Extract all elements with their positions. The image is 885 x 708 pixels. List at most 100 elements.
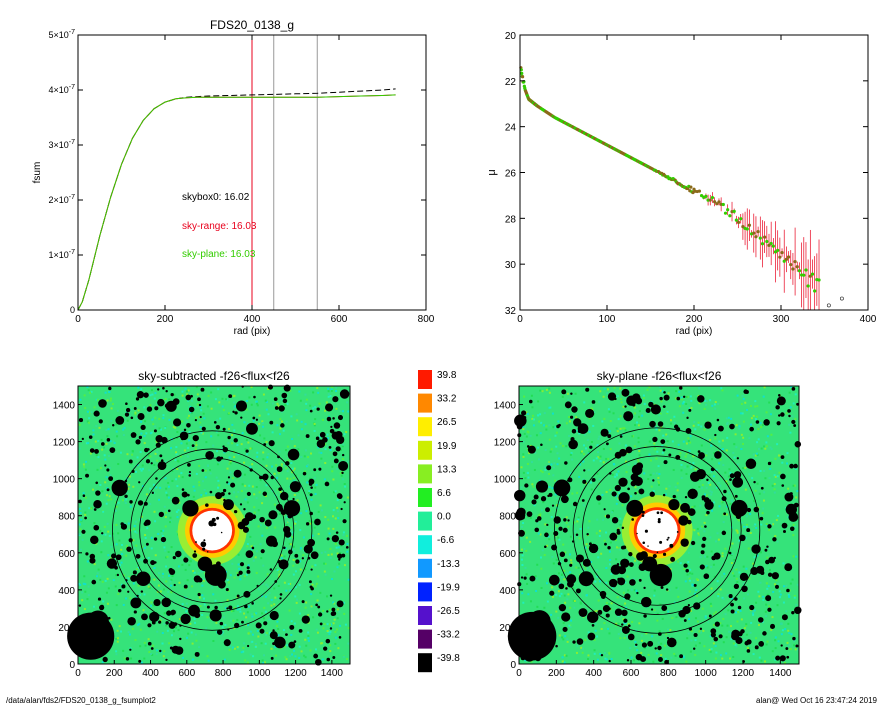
masked-source <box>341 471 344 475</box>
noise-pixel <box>740 618 743 621</box>
noise-pixel <box>671 616 674 619</box>
noise-pixel <box>615 473 618 476</box>
masked-large-source <box>553 479 571 497</box>
noise-pixel <box>278 450 281 453</box>
noise-pixel <box>282 464 285 467</box>
noise-pixel <box>136 464 139 467</box>
noise-pixel <box>710 470 713 473</box>
masked-source <box>206 551 209 553</box>
noise-pixel <box>637 415 640 418</box>
noise-pixel <box>567 398 570 401</box>
masked-source <box>260 549 265 554</box>
noise-pixel <box>313 526 316 529</box>
noise-pixel <box>331 386 334 389</box>
noise-pixel <box>618 548 621 551</box>
noise-pixel <box>787 622 790 625</box>
noise-pixel <box>612 412 615 415</box>
noise-pixel <box>235 495 238 498</box>
noise-pixel <box>223 658 226 661</box>
noise-pixel <box>122 649 125 652</box>
noise-pixel <box>267 387 270 390</box>
noise-pixel <box>291 533 294 536</box>
noise-pixel <box>220 633 223 636</box>
noise-pixel <box>664 657 667 660</box>
masked-source <box>199 415 202 419</box>
noise-pixel <box>84 468 87 471</box>
masked-source <box>310 568 313 571</box>
masked-source <box>713 552 721 560</box>
noise-pixel <box>617 547 620 550</box>
mu-point <box>752 231 756 235</box>
colorbar-label: 0.0 <box>437 512 451 523</box>
masked-source <box>313 468 317 472</box>
masked-source <box>766 545 769 548</box>
noise-pixel <box>695 397 698 400</box>
noise-pixel <box>666 412 669 415</box>
noise-pixel <box>261 534 264 537</box>
noise-pixel <box>109 399 112 402</box>
noise-pixel <box>690 406 693 409</box>
masked-source <box>278 487 282 491</box>
masked-source <box>575 533 579 537</box>
masked-source <box>173 583 176 587</box>
noise-pixel <box>216 463 219 466</box>
noise-pixel <box>149 503 152 506</box>
masked-source <box>308 482 313 486</box>
noise-pixel <box>188 439 191 442</box>
noise-pixel <box>341 445 344 448</box>
noise-pixel <box>717 449 720 452</box>
noise-pixel <box>239 574 242 577</box>
noise-pixel <box>239 578 242 581</box>
noise-pixel <box>119 451 122 454</box>
noise-pixel <box>81 538 84 541</box>
masked-source <box>546 523 549 527</box>
masked-source <box>94 449 99 454</box>
noise-pixel <box>605 457 608 460</box>
noise-pixel <box>134 638 137 641</box>
noise-pixel <box>226 599 229 602</box>
noise-pixel <box>256 404 259 407</box>
noise-pixel <box>138 593 141 596</box>
noise-pixel <box>96 398 99 401</box>
noise-pixel <box>560 611 563 614</box>
noise-pixel <box>690 399 693 402</box>
masked-source <box>528 399 533 404</box>
noise-pixel <box>575 566 578 569</box>
noise-pixel <box>565 516 568 519</box>
colorbar-label: -33.2 <box>437 630 460 641</box>
noise-pixel <box>763 445 766 448</box>
noise-pixel <box>640 634 643 637</box>
noise-pixel <box>698 630 701 633</box>
noise-pixel <box>675 586 678 589</box>
masked-source <box>762 631 767 636</box>
noise-pixel <box>241 432 244 435</box>
noise-pixel <box>293 622 296 625</box>
masked-source <box>339 389 350 399</box>
noise-pixel <box>618 442 621 445</box>
noise-pixel <box>739 609 742 612</box>
noise-pixel <box>323 562 326 565</box>
noise-pixel <box>570 559 573 562</box>
noise-pixel <box>539 514 542 517</box>
noise-pixel <box>154 520 157 523</box>
masked-source <box>540 496 547 502</box>
noise-pixel <box>635 629 638 632</box>
noise-pixel <box>714 657 717 660</box>
noise-pixel <box>627 589 630 592</box>
noise-pixel <box>724 471 727 474</box>
noise-pixel <box>609 558 612 561</box>
noise-pixel <box>626 575 629 578</box>
noise-pixel <box>276 402 279 405</box>
masked-source <box>793 463 798 469</box>
noise-pixel <box>159 619 162 622</box>
masked-source <box>319 622 323 626</box>
noise-pixel <box>540 421 543 424</box>
noise-pixel <box>126 419 129 422</box>
noise-pixel <box>521 554 524 557</box>
noise-pixel <box>158 427 161 430</box>
noise-pixel <box>246 543 249 546</box>
masked-source <box>268 510 278 520</box>
noise-pixel <box>580 451 583 454</box>
noise-pixel <box>202 578 205 581</box>
colorbar-label: -39.8 <box>437 653 460 664</box>
